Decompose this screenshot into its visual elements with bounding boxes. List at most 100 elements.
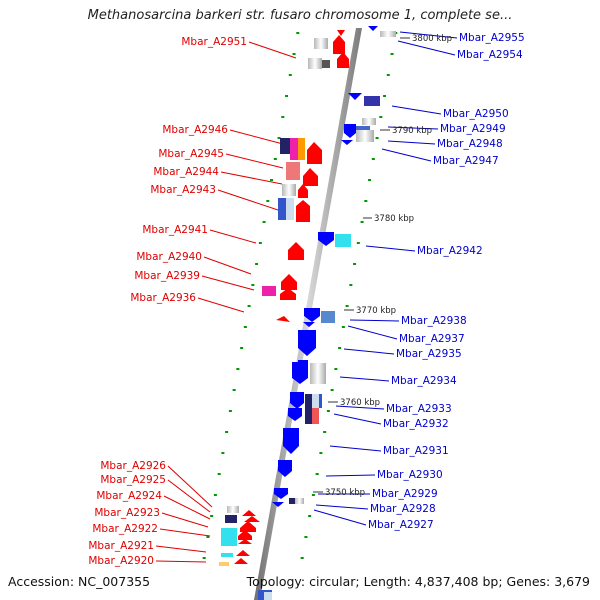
- right-gene-labels: Mbar_A2955 Mbar_A2954 Mbar_A2950 Mbar_A2949…: [368, 32, 525, 531]
- track-dot: [341, 326, 345, 328]
- connector-line: [347, 325, 398, 340]
- map-title: Methanosarcina barkeri str. fusaro chrom…: [87, 8, 513, 23]
- track-dot: [338, 347, 342, 349]
- gene-feature: [234, 558, 248, 564]
- connector-line: [225, 153, 284, 169]
- connector-line: [333, 413, 382, 425]
- gene-label-right: Mbar_A2929: [372, 488, 438, 500]
- gene-label-right: Mbar_A2937: [399, 333, 465, 345]
- gene-feature: [304, 308, 320, 322]
- track-dot: [262, 221, 266, 223]
- scale-tick-3: 3780 kbp: [363, 214, 414, 224]
- gene-label-left: Mbar_A2941: [142, 224, 208, 236]
- gene-label-right: Mbar_A2948: [437, 138, 503, 150]
- gene-feature: [262, 286, 276, 296]
- connector-line: [201, 275, 255, 291]
- gene-feature: [312, 394, 319, 408]
- track-dot: [228, 410, 232, 412]
- gene-feature: [337, 30, 345, 36]
- gene-feature: [319, 394, 322, 408]
- track-dot: [364, 200, 368, 202]
- gene-feature: [225, 515, 237, 523]
- track-dot: [236, 368, 240, 370]
- gene-feature: [238, 530, 252, 540]
- gene-feature: [341, 140, 353, 145]
- gene-label-right: Mbar_A2938: [401, 315, 467, 327]
- scale-tick-label: 3800 kbp: [412, 34, 452, 44]
- track-dot: [296, 32, 300, 34]
- connector-line: [155, 560, 207, 563]
- connector-line: [335, 405, 385, 410]
- track-dot: [251, 284, 255, 286]
- gene-feature: [314, 38, 328, 49]
- track-dot: [330, 389, 334, 391]
- gene-feature: [298, 184, 308, 198]
- connector-line: [163, 495, 211, 520]
- gene-label-left: Mbar_A2936: [130, 292, 196, 304]
- track-dot: [371, 158, 375, 160]
- gene-feature: [295, 498, 304, 504]
- track-dot: [311, 494, 315, 496]
- gene-feature: [288, 242, 304, 260]
- track-dot: [281, 116, 285, 118]
- gene-feature: [281, 274, 297, 290]
- gene-feature: [298, 330, 316, 356]
- connector-line: [159, 528, 211, 537]
- gene-feature: [356, 130, 374, 142]
- gene-feature: [280, 288, 296, 300]
- gene-label-right: Mbar_A2927: [368, 519, 434, 531]
- track-dot: [386, 74, 390, 76]
- gene-feature: [238, 539, 252, 544]
- connector-line: [209, 229, 257, 244]
- gene-feature: [240, 521, 256, 532]
- track-dot: [270, 179, 274, 181]
- gene-feature: [282, 184, 296, 196]
- gene-label-left: Mbar_A2925: [100, 474, 166, 486]
- gene-label-left: Mbar_A2945: [158, 148, 224, 160]
- gene-feature: [303, 168, 318, 186]
- track-dot: [334, 368, 338, 370]
- track-dot: [221, 452, 225, 454]
- gene-label-left: Mbar_A2922: [92, 523, 158, 535]
- connector-line: [167, 465, 213, 508]
- track-dot: [349, 284, 353, 286]
- track-dot: [243, 326, 247, 328]
- track-dot: [390, 53, 394, 55]
- gene-feature: [364, 96, 380, 106]
- track-dot: [266, 200, 270, 202]
- gene-label-right: Mbar_A2931: [383, 445, 449, 457]
- gene-label-left: Mbar_A2946: [162, 124, 228, 136]
- gene-feature: [289, 498, 295, 504]
- gene-feature: [362, 118, 376, 125]
- connector-line: [365, 245, 416, 252]
- track-dot: [277, 137, 281, 139]
- gene-feature: [221, 553, 233, 557]
- track-dot: [255, 263, 259, 265]
- connector-line: [349, 319, 400, 322]
- track-dot: [304, 536, 308, 538]
- topology-text: Topology: circular; Length: 4,837,408 bp…: [246, 574, 590, 589]
- gene-feature: [236, 550, 250, 556]
- track-dot: [379, 116, 383, 118]
- track-dot: [273, 158, 277, 160]
- scale-tick-5: 3760 kbp: [328, 398, 380, 408]
- scale-tick-label: 3770 kbp: [356, 306, 396, 316]
- connector-line: [161, 512, 209, 528]
- gene-feature: [272, 502, 284, 507]
- gene-label-left: Mbar_A2944: [153, 166, 219, 178]
- track-dot: [210, 515, 214, 517]
- scale-tick-label: 3780 kbp: [374, 214, 414, 224]
- track-dot: [353, 263, 357, 265]
- gene-label-right: Mbar_A2928: [370, 503, 436, 515]
- connector-line: [387, 126, 439, 130]
- gene-feature: [278, 198, 288, 220]
- gene-feature: [303, 322, 315, 327]
- gene-feature: [380, 31, 396, 37]
- gene-label-right: Mbar_A2933: [386, 403, 452, 415]
- gene-label-right: Mbar_A2942: [417, 245, 483, 257]
- gene-label-left: Mbar_A2921: [88, 540, 154, 552]
- track-dot: [300, 557, 304, 559]
- gene-label-right: Mbar_A2954: [457, 49, 523, 61]
- connector-line: [315, 504, 369, 510]
